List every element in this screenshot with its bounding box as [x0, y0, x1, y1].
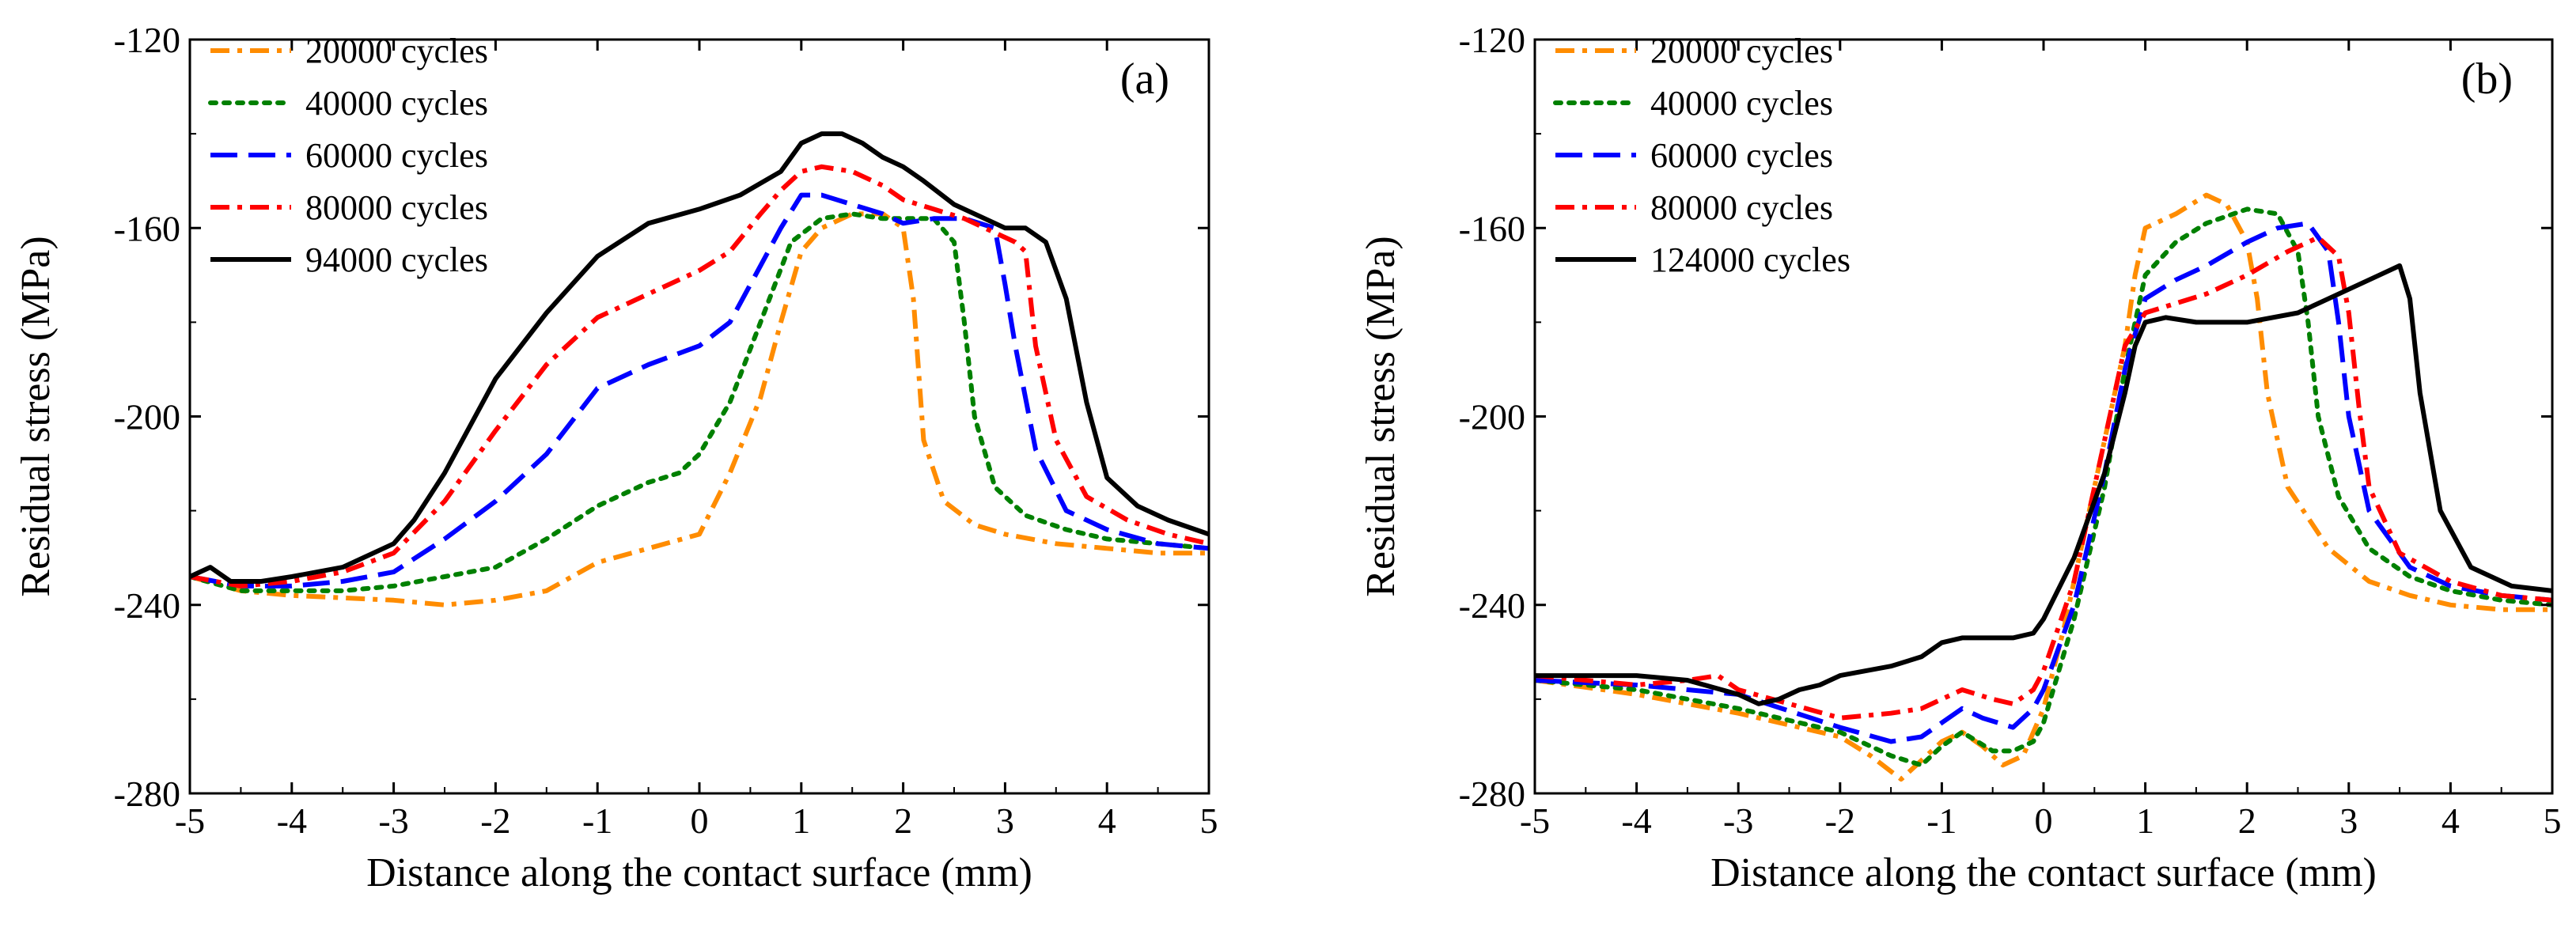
x-axis-title: Distance along the contact surface (mm): [1710, 850, 2377, 895]
series-line-1: [1535, 192, 2552, 782]
y-tick-label: -280: [114, 774, 180, 814]
y-tick-label: -160: [114, 208, 180, 248]
series-line-1: [190, 211, 1209, 607]
y-tick-label: -240: [114, 585, 180, 626]
y-tick-label: -240: [1459, 585, 1525, 626]
y-tick-label: -200: [114, 397, 180, 437]
x-tick-label: 5: [1200, 800, 1218, 841]
y-axis-title: Residual stress (MPa): [1358, 236, 1404, 596]
series-line-3: [190, 192, 1209, 588]
plot-area: [1535, 192, 2552, 782]
panel-label: (b): [2461, 55, 2513, 104]
x-tick-label: -1: [582, 800, 612, 841]
series-line-5: [1535, 263, 2552, 706]
x-axis-title: Distance along the contact surface (mm): [366, 850, 1032, 895]
y-tick-label: -120: [1459, 20, 1525, 60]
panel-a: -5 -4 -3 -2 -1 0 1 2 3 4 5 -280 -240 -200 -160 -120 Dist…: [13, 20, 1218, 895]
legend-label: 20000 cycles: [1650, 32, 1833, 70]
x-tick-label: 2: [2238, 800, 2256, 841]
x-tick-label: -5: [1520, 800, 1550, 841]
y-tick-label: -200: [1459, 397, 1525, 437]
legend: 20000 cycles 40000 cycles 60000 cycles 8000…: [1553, 32, 1851, 279]
x-tick-label: -4: [1621, 800, 1651, 841]
series-line-3: [1535, 221, 2552, 744]
series-line-4: [1535, 235, 2552, 721]
x-tick-label: -4: [277, 800, 307, 841]
x-tick-label: 1: [792, 800, 810, 841]
series-line-2: [190, 211, 1209, 593]
legend-label: 60000 cycles: [305, 136, 488, 175]
y-tick-label: -120: [114, 20, 180, 60]
legend-label: 40000 cycles: [305, 84, 488, 123]
panel-label: (a): [1120, 55, 1169, 104]
x-tick-label: 5: [2544, 800, 2562, 841]
y-tick-label: -280: [1459, 774, 1525, 814]
legend-label: 40000 cycles: [1650, 84, 1833, 123]
plot-area: [190, 131, 1209, 607]
x-tick-label: 4: [1098, 800, 1116, 841]
x-tick-label: 1: [2136, 800, 2154, 841]
x-tick-label: -2: [480, 800, 510, 841]
x-tick-label: 3: [2339, 800, 2358, 841]
legend-label: 94000 cycles: [305, 240, 488, 279]
legend: 20000 cycles 40000 cycles 60000 cycles 8000…: [208, 32, 488, 279]
x-tick-label: -3: [1723, 800, 1753, 841]
legend-label: 80000 cycles: [1650, 188, 1833, 227]
x-tick-label: 0: [691, 800, 709, 841]
x-tick-label: -1: [1926, 800, 1957, 841]
legend-label: 60000 cycles: [1650, 136, 1833, 175]
legend-label: 20000 cycles: [305, 32, 488, 70]
legend-label: 124000 cycles: [1650, 240, 1851, 279]
x-tick-label: 4: [2442, 800, 2460, 841]
x-tick-label: -2: [1825, 800, 1855, 841]
x-tick-label: 3: [996, 800, 1014, 841]
series-line-4: [190, 164, 1209, 588]
x-tick-label: -3: [378, 800, 408, 841]
x-tick-label: -5: [175, 800, 205, 841]
x-tick-label: 0: [2035, 800, 2053, 841]
legend-label: 80000 cycles: [305, 188, 488, 227]
y-tick-label: -160: [1459, 208, 1525, 248]
series-line-5: [190, 131, 1209, 584]
panel-b: -5 -4 -3 -2 -1 0 1 2 3 4 5 -280 -240 -200 -160 -120 Dist…: [1358, 20, 2562, 895]
x-tick-label: 2: [894, 800, 912, 841]
y-axis-title: Residual stress (MPa): [13, 236, 59, 596]
